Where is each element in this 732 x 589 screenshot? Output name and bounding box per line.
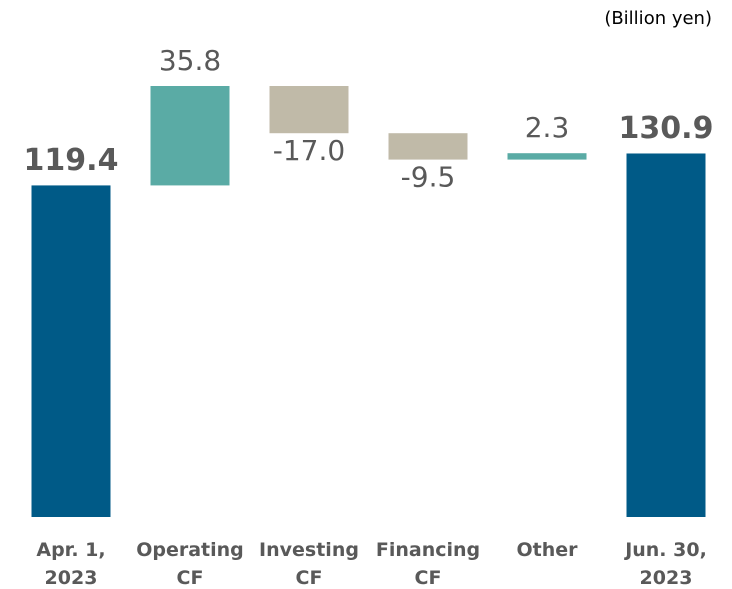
- x-tick-label: Other: [516, 539, 578, 561]
- x-tick-label: Investing CF: [259, 539, 359, 589]
- value-label: -9.5: [401, 161, 456, 194]
- value-label: 2.3: [525, 111, 570, 144]
- bar: [31, 185, 111, 517]
- bar: [388, 133, 468, 160]
- value-label: -17.0: [273, 134, 345, 167]
- x-tick-label: Jun. 30, 2023: [625, 539, 707, 589]
- value-label: 130.9: [619, 111, 714, 146]
- x-tick-label: Financing CF: [375, 539, 481, 589]
- bar: [269, 86, 349, 134]
- value-label: 35.8: [159, 44, 221, 77]
- bar: [507, 153, 587, 160]
- bar: [626, 153, 706, 517]
- bar: [150, 86, 230, 186]
- x-tick-label: Operating CF: [136, 539, 244, 589]
- value-label: 119.4: [24, 143, 119, 178]
- x-tick-label: Apr. 1, 2023: [36, 539, 106, 589]
- unit-label: (Billion yen): [604, 8, 712, 29]
